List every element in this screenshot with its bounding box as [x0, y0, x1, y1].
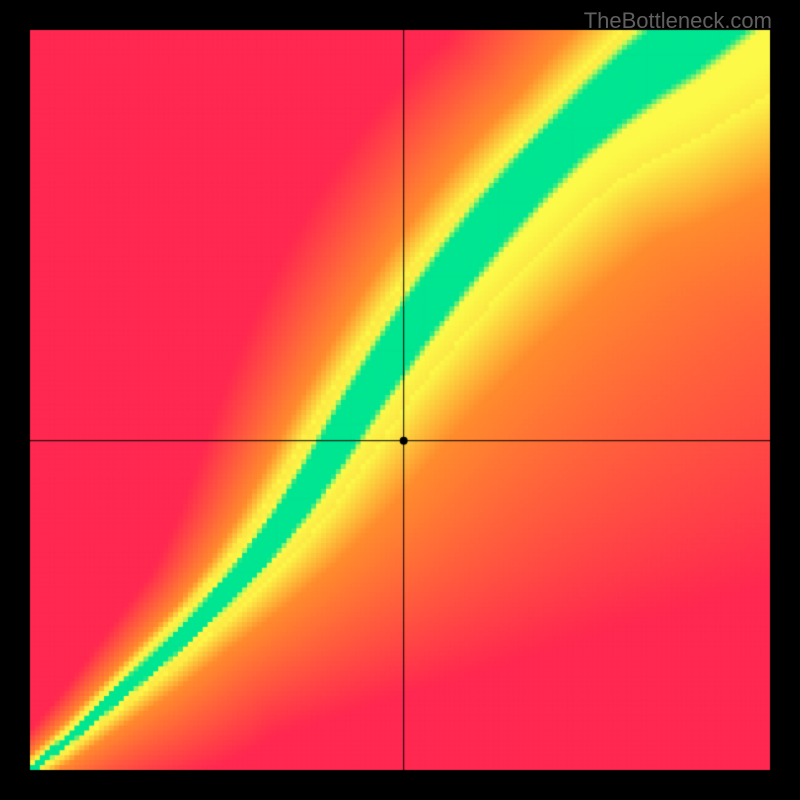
chart-container: TheBottleneck.com: [0, 0, 800, 800]
watermark-text: TheBottleneck.com: [584, 8, 772, 34]
bottleneck-heatmap: [0, 0, 800, 800]
